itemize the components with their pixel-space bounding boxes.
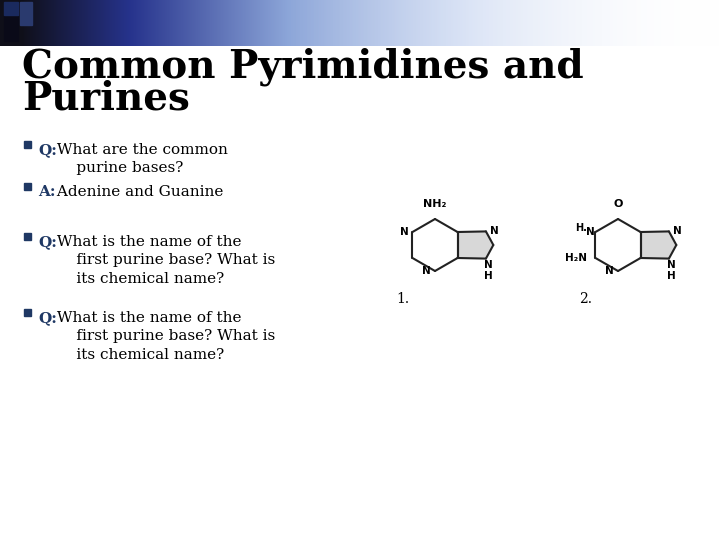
Text: H.: H. — [575, 223, 588, 233]
Polygon shape — [457, 232, 493, 259]
Text: O: O — [613, 199, 623, 209]
Text: What is the name of the
     first purine base? What is
     its chemical name?: What is the name of the first purine bas… — [52, 235, 275, 286]
Bar — [24, 183, 31, 190]
Text: H₂N: H₂N — [565, 253, 588, 263]
Bar — [4, 2, 18, 15]
Text: Common Pyrimidines and: Common Pyrimidines and — [22, 48, 584, 86]
Text: N: N — [484, 260, 492, 269]
Text: 1.: 1. — [396, 292, 409, 306]
Text: H: H — [667, 271, 675, 281]
Text: N: N — [586, 227, 595, 237]
Text: N: N — [667, 260, 675, 269]
Text: Q:: Q: — [38, 143, 57, 157]
Text: A:: A: — [38, 185, 55, 199]
Bar — [24, 141, 31, 148]
Bar — [4, 16, 18, 42]
Polygon shape — [641, 232, 676, 259]
Text: What are the common
     purine bases?: What are the common purine bases? — [52, 143, 228, 176]
Text: What is the name of the
     first purine base? What is
     its chemical name?: What is the name of the first purine bas… — [52, 311, 275, 362]
Text: Q:: Q: — [38, 235, 57, 249]
Text: N: N — [606, 266, 614, 276]
Bar — [24, 309, 31, 316]
Bar — [24, 233, 31, 240]
Text: H: H — [484, 271, 492, 281]
Text: NH₂: NH₂ — [423, 199, 446, 209]
Text: N: N — [673, 226, 682, 237]
Text: Adenine and Guanine: Adenine and Guanine — [52, 185, 223, 199]
Bar — [20, 2, 32, 25]
Text: N: N — [400, 227, 408, 237]
Text: 2.: 2. — [579, 292, 592, 306]
Text: N: N — [422, 266, 431, 276]
Text: N: N — [490, 226, 499, 237]
Text: Q:: Q: — [38, 311, 57, 325]
Text: Purines: Purines — [22, 80, 190, 118]
